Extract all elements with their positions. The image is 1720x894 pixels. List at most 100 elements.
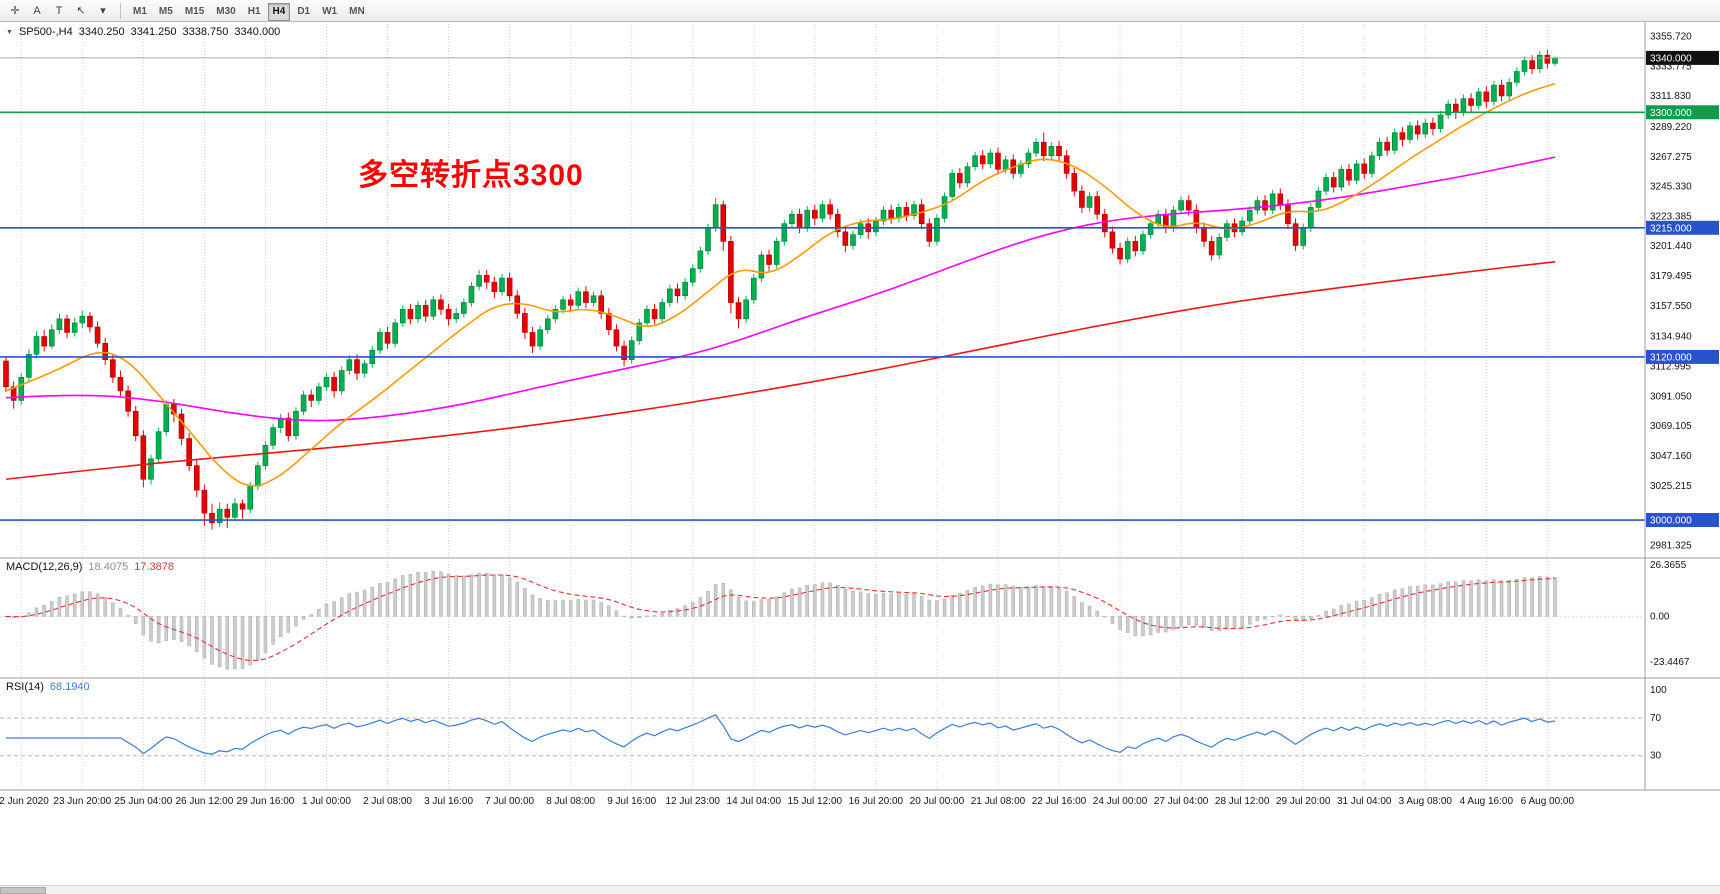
price-axis-labels[interactable]: 3355.720 3333.775 3311.830 3289.220 3267.275… [1650,32,1692,762]
svg-text:3201.440: 3201.440 [1650,241,1692,252]
svg-text:3134.940: 3134.940 [1650,332,1692,343]
svg-text:14 Jul 04:00: 14 Jul 04:00 [727,796,782,807]
svg-text:7 Jul 00:00: 7 Jul 00:00 [485,796,534,807]
symbol-info: ▼ SP500-,H4 3340.250 3341.250 3338.750 3… [6,26,280,38]
svg-text:1 Jul 00:00: 1 Jul 00:00 [302,796,351,807]
tool-button-arrow-dropdown[interactable]: ▾ [93,2,113,20]
timeframe-button-h1[interactable]: H1 [243,3,266,21]
svg-text:3047.160: 3047.160 [1650,451,1692,462]
svg-text:70: 70 [1650,713,1662,724]
svg-text:3 Aug 08:00: 3 Aug 08:00 [1399,796,1453,807]
svg-text:3069.105: 3069.105 [1650,421,1692,432]
grid-lines [20,24,1548,790]
ma-line-fast [5,82,1556,487]
svg-text:3267.275: 3267.275 [1650,152,1692,163]
svg-text:3000.000: 3000.000 [1650,516,1692,527]
rsi-value: 68.1940 [49,681,90,693]
svg-text:3300.000: 3300.000 [1650,108,1692,119]
svg-text:24 Jul 00:00: 24 Jul 00:00 [1093,796,1148,807]
svg-text:28 Jul 12:00: 28 Jul 12:00 [1215,796,1270,807]
svg-text:3355.720: 3355.720 [1650,32,1692,43]
tool-button-arrow[interactable]: ↖ [71,2,91,20]
svg-text:3179.495: 3179.495 [1650,271,1692,282]
svg-text:25 Jun 04:00: 25 Jun 04:00 [114,796,172,807]
quote-high: 3341.250 [130,26,177,38]
timeframe-button-mn[interactable]: MN [344,3,370,21]
svg-text:3157.550: 3157.550 [1650,301,1692,312]
macd-histogram [4,571,1557,670]
horizontal-scrollbar[interactable] [0,885,1720,894]
svg-text:22 Jul 16:00: 22 Jul 16:00 [1032,796,1087,807]
timeframe-button-m5[interactable]: M5 [154,3,178,21]
svg-text:21 Jul 08:00: 21 Jul 08:00 [971,796,1026,807]
ma-line-slow [5,260,1556,481]
svg-text:27 Jul 04:00: 27 Jul 04:00 [1154,796,1209,807]
quote-low: 3338.750 [182,26,229,38]
rsi-indicator-label: RSI(14) 68.1940 [6,681,90,693]
svg-text:29 Jun 16:00: 29 Jun 16:00 [237,796,295,807]
svg-text:2 Jul 08:00: 2 Jul 08:00 [363,796,412,807]
svg-text:26 Jun 12:00: 26 Jun 12:00 [175,796,233,807]
pane-separators [0,557,1720,791]
timeframe-button-m30[interactable]: M30 [211,3,240,21]
svg-text:100: 100 [1650,685,1667,696]
svg-text:26.3655: 26.3655 [1650,560,1687,571]
tool-button-text-a[interactable]: A [27,2,47,20]
svg-text:-23.4467: -23.4467 [1650,657,1690,668]
chart-area: 3355.720 3333.775 3311.830 3289.220 3267.275… [0,22,1720,894]
svg-text:3289.220: 3289.220 [1650,122,1692,133]
chart-canvas[interactable]: 3355.720 3333.775 3311.830 3289.220 3267.275… [0,22,1720,894]
svg-text:3215.000: 3215.000 [1650,223,1692,234]
rsi-name: RSI(14) [6,681,44,693]
rsi-line [6,714,1556,755]
svg-text:2981.325: 2981.325 [1650,540,1692,551]
svg-text:3223.385: 3223.385 [1650,211,1692,222]
svg-text:30: 30 [1650,751,1662,762]
svg-text:3112.995: 3112.995 [1650,361,1691,372]
macd-signal-line [5,574,1556,662]
symbol-name: SP500-,H4 [18,26,73,38]
timeframe-button-w1[interactable]: W1 [317,3,342,21]
chart-annotation-text[interactable]: 多空转折点3300 [358,159,584,192]
candlestick-series [3,49,1558,530]
svg-text:22 Jun 2020: 22 Jun 2020 [0,796,49,807]
tool-button-crosshair[interactable]: ✛ [5,2,25,20]
svg-text:3245.330: 3245.330 [1650,182,1692,193]
svg-text:3 Jul 16:00: 3 Jul 16:00 [424,796,473,807]
macd-main-value: 18.4075 [88,561,129,573]
svg-text:31 Jul 04:00: 31 Jul 04:00 [1337,796,1392,807]
svg-text:23 Jun 20:00: 23 Jun 20:00 [53,796,111,807]
svg-text:15 Jul 12:00: 15 Jul 12:00 [788,796,843,807]
ma-line-medium [5,156,1556,422]
svg-text:16 Jul 20:00: 16 Jul 20:00 [849,796,904,807]
svg-text:3025.215: 3025.215 [1650,481,1692,492]
timeframe-button-h4[interactable]: H4 [267,2,291,21]
expander-triangle-icon[interactable]: ▼ [6,28,13,36]
svg-text:29 Jul 20:00: 29 Jul 20:00 [1276,796,1331,807]
svg-text:3333.775: 3333.775 [1650,61,1692,72]
timeframe-buttons-group: M1 M5 M15 M30 H1 H4 D1 W1 MN [127,1,371,21]
quote-close: 3340.000 [234,26,281,38]
quote-open: 3340.250 [78,26,125,38]
price-axis-badges: 3300.000 3215.000 3120.000 3000.000 3340.000 [1646,50,1719,528]
toolbar-separator [120,2,121,19]
scrollbar-thumb[interactable] [0,887,46,894]
timeframe-button-m15[interactable]: M15 [180,3,209,21]
macd-indicator-label: MACD(12,26,9) 18.4075 17.3878 [6,561,174,573]
svg-text:6 Aug 00:00: 6 Aug 00:00 [1521,796,1575,807]
timeframe-button-d1[interactable]: D1 [292,3,315,21]
timeframe-button-m1[interactable]: M1 [128,3,152,21]
svg-text:3340.000: 3340.000 [1650,53,1692,64]
top-toolbar: ✛ A T ↖ ▾ M1 M5 M15 M30 H1 H4 D1 W1 MN [0,0,1720,22]
svg-text:3311.830: 3311.830 [1650,91,1691,102]
svg-text:20 Jul 00:00: 20 Jul 00:00 [910,796,965,807]
tool-button-text-t[interactable]: T [49,2,69,20]
svg-text:3091.050: 3091.050 [1650,391,1692,402]
drawing-tools-group: ✛ A T ↖ ▾ [4,1,114,20]
svg-text:4 Aug 16:00: 4 Aug 16:00 [1460,796,1514,807]
svg-text:8 Jul 08:00: 8 Jul 08:00 [546,796,595,807]
svg-text:3120.000: 3120.000 [1650,352,1692,363]
svg-text:0.00: 0.00 [1650,611,1670,622]
